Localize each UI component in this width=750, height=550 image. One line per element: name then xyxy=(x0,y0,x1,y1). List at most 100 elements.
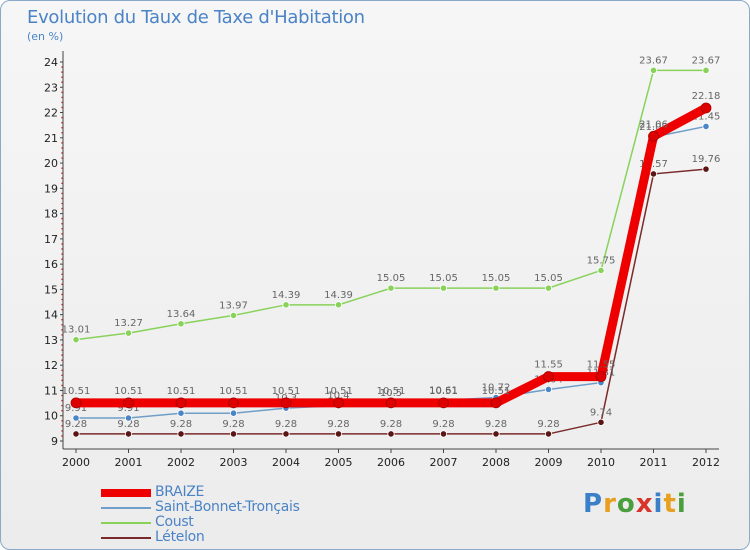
y-minor-dot xyxy=(61,167,63,169)
y-minor-dot xyxy=(61,258,63,260)
y-tick-label: 24 xyxy=(44,56,58,69)
data-point-braize xyxy=(438,397,449,409)
data-point-coust xyxy=(387,284,395,292)
data-label-braize: 10.51 xyxy=(167,386,196,397)
data-label-saint-bonnet-troncais: 10.4 xyxy=(327,391,349,402)
data-label-braize: 10.51 xyxy=(429,386,458,397)
y-minor-dot xyxy=(61,202,63,205)
data-point-saint-bonnet-troncais xyxy=(124,414,133,422)
data-point-coust xyxy=(334,301,343,309)
legend-label: Lételon xyxy=(155,529,205,545)
data-point-letelon xyxy=(229,430,238,438)
y-minor-dot xyxy=(61,354,63,356)
data-point-letelon xyxy=(177,430,185,438)
data-label-coust: 15.05 xyxy=(429,273,458,284)
y-minor-dot xyxy=(61,409,63,412)
data-label-saint-bonnet-troncais: 9.91 xyxy=(65,403,87,414)
data-label-saint-bonnet-troncais: 10.72 xyxy=(482,383,511,394)
data-point-coust xyxy=(439,284,448,292)
y-minor-dot xyxy=(61,379,63,382)
y-tick-label: 20 xyxy=(44,157,58,170)
y-minor-dot xyxy=(61,268,63,270)
data-label-braize: 21.06 xyxy=(639,119,668,130)
y-tick-label: 23 xyxy=(44,81,58,94)
proxiti-logo: Proxiti xyxy=(583,489,687,519)
data-point-letelon xyxy=(439,430,448,438)
legend-item: Coust xyxy=(101,515,401,530)
data-point-letelon xyxy=(649,170,658,178)
y-tick-label: 12 xyxy=(44,359,58,372)
logo-letter: x xyxy=(635,489,654,519)
data-point-letelon xyxy=(492,430,500,438)
data-label-coust: 13.01 xyxy=(62,325,91,336)
data-label-braize: 10.51 xyxy=(482,386,511,397)
y-minor-dot xyxy=(61,81,63,84)
data-point-saint-bonnet-troncais xyxy=(72,414,80,422)
y-minor-dot xyxy=(61,152,63,154)
x-tick-label: 2009 xyxy=(535,456,563,469)
data-label-braize: 10.51 xyxy=(377,386,406,397)
y-minor-dot xyxy=(61,278,63,281)
data-label-coust: 23.67 xyxy=(639,55,668,66)
y-minor-dot xyxy=(61,344,63,346)
logo-letter: P xyxy=(583,489,604,519)
y-minor-dot xyxy=(61,177,63,180)
data-point-braize xyxy=(648,130,659,142)
x-tick-label: 2001 xyxy=(115,456,143,469)
data-label-braize: 11.55 xyxy=(587,360,616,371)
data-point-braize xyxy=(385,397,397,409)
legend: BRAIZE Saint-Bonnet-Tronçais Coust Lételon xyxy=(101,485,401,545)
y-tick-label: 17 xyxy=(44,233,58,246)
x-tick-label: 2005 xyxy=(325,456,353,469)
x-tick-label: 2002 xyxy=(167,456,195,469)
data-point-braize xyxy=(595,371,607,382)
y-minor-dot xyxy=(61,384,63,387)
y-minor-dot xyxy=(61,425,63,427)
data-label-letelon: 9.28 xyxy=(537,419,559,430)
data-label-letelon: 9.28 xyxy=(117,419,139,430)
y-minor-dot xyxy=(61,131,63,134)
data-point-letelon xyxy=(124,430,133,438)
data-point-braize xyxy=(490,397,502,409)
y-minor-dot xyxy=(61,349,63,351)
data-label-letelon: 9.28 xyxy=(432,419,454,430)
data-label-braize: 10.51 xyxy=(324,386,353,397)
data-label-braize: 11.55 xyxy=(534,360,563,371)
data-label-letelon: 9.74 xyxy=(590,407,612,418)
y-minor-dot xyxy=(61,298,63,301)
y-minor-dot xyxy=(61,76,63,78)
data-label-letelon: 9.28 xyxy=(327,419,349,430)
data-label-coust: 15.05 xyxy=(534,273,563,284)
y-minor-dot xyxy=(61,308,63,311)
data-label-letelon: 9.28 xyxy=(485,419,507,430)
y-minor-dot xyxy=(61,369,63,372)
y-tick-label: 11 xyxy=(44,384,58,397)
series-line-coust xyxy=(75,69,706,341)
y-minor-dot xyxy=(61,142,63,144)
y-minor-dot xyxy=(61,91,63,94)
y-minor-dot xyxy=(61,182,63,185)
x-tick-label: 2007 xyxy=(430,456,458,469)
data-label-letelon: 9.28 xyxy=(170,419,192,430)
y-minor-dot xyxy=(61,374,63,377)
legend-label: Coust xyxy=(155,514,194,530)
y-minor-dot xyxy=(61,126,63,129)
data-label-coust: 15.75 xyxy=(587,255,616,266)
data-point-coust xyxy=(544,284,553,292)
y-minor-dot xyxy=(61,116,63,119)
logo-letter: i xyxy=(676,489,687,519)
data-label-saint-bonnet-troncais: 9.91 xyxy=(117,403,139,414)
data-point-braize xyxy=(123,397,134,409)
x-tick-label: 2012 xyxy=(692,456,720,469)
data-point-saint-bonnet-troncais xyxy=(177,409,185,417)
data-label-coust: 14.39 xyxy=(272,290,301,301)
y-minor-dot xyxy=(61,217,63,220)
data-label-coust: 13.27 xyxy=(114,318,143,329)
data-point-braize xyxy=(333,397,344,409)
y-minor-dot xyxy=(61,394,63,397)
data-label-coust: 15.05 xyxy=(482,273,511,284)
chart-title: Evolution du Taux de Taxe d'Habitation xyxy=(27,7,365,28)
data-point-letelon xyxy=(282,430,290,438)
y-minor-dot xyxy=(61,147,63,149)
